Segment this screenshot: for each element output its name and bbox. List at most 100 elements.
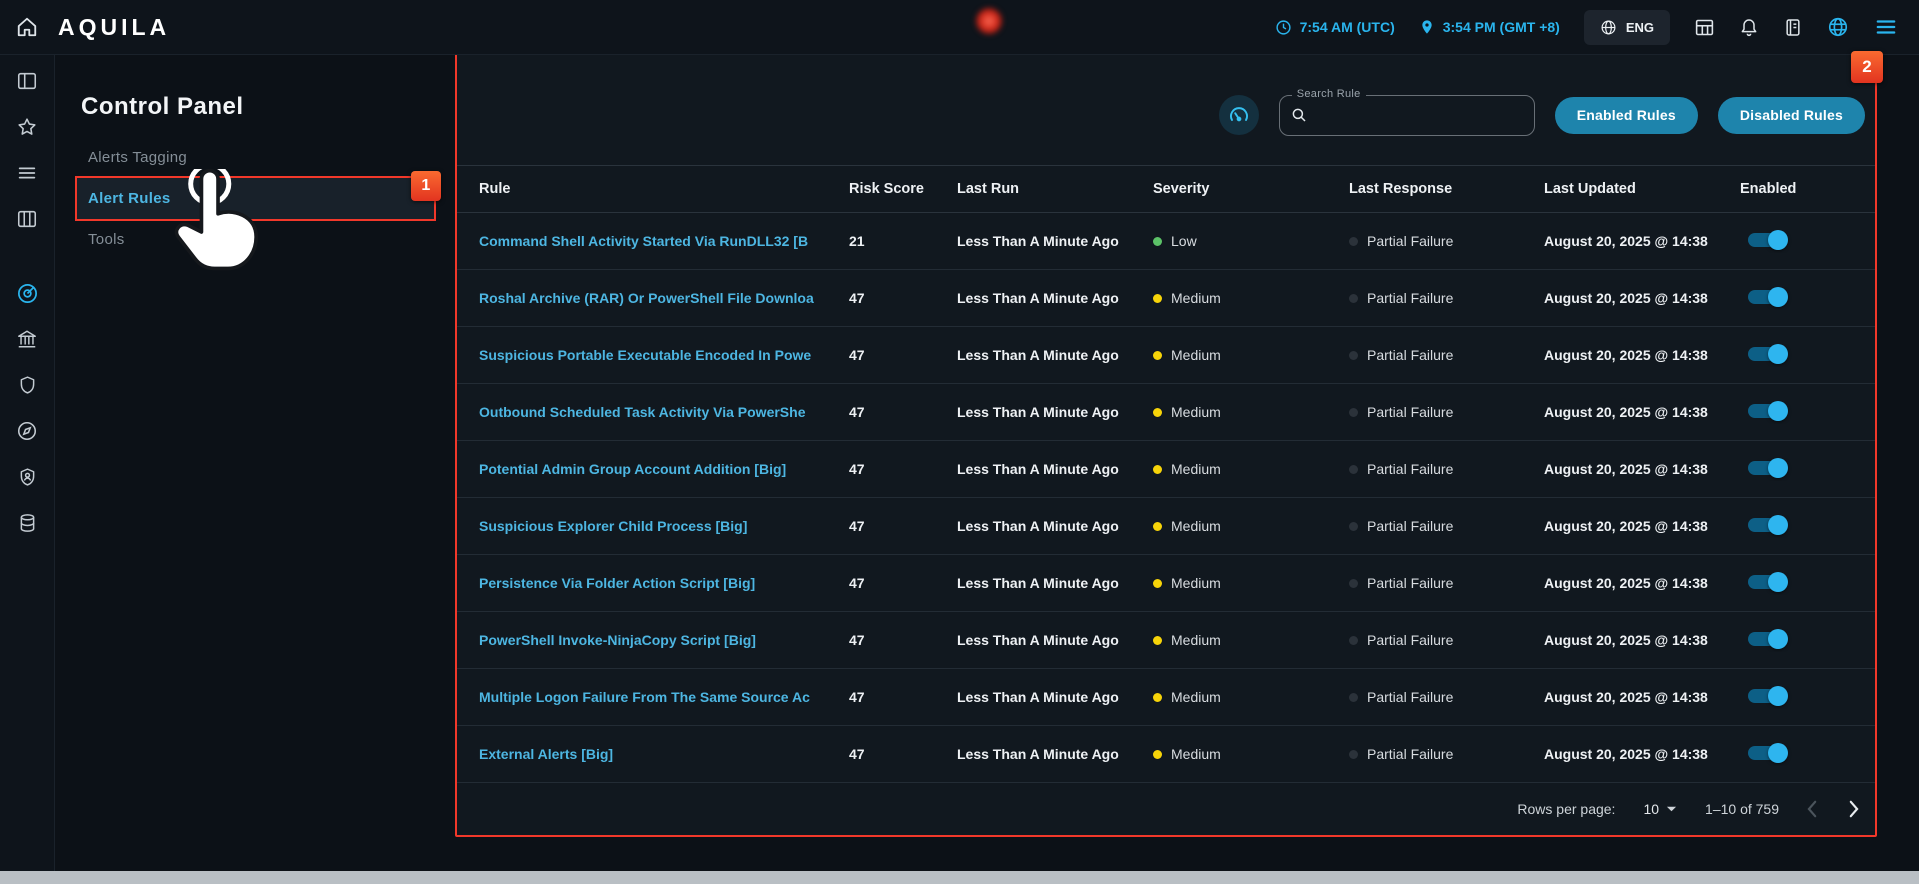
response-status-dot [1349, 693, 1358, 702]
response-status-dot [1349, 465, 1358, 474]
rule-link[interactable]: Roshal Archive (RAR) Or PowerShell File … [479, 290, 814, 306]
menu-list-icon[interactable] [13, 159, 41, 187]
last-run-cell: Less Than A Minute Ago [957, 746, 1153, 762]
language-selector[interactable]: ENG [1584, 10, 1670, 45]
utc-time: 7:54 AM (UTC) [1275, 19, 1395, 36]
risk-score-cell: 47 [849, 290, 957, 306]
column-header: Last Updated [1544, 181, 1740, 197]
search-rule-field[interactable]: Search Rule [1279, 95, 1535, 136]
rules-toolbar: Search Rule Enabled Rules Disabled Rules [457, 53, 1875, 165]
table-row: PowerShell Invoke-NinjaCopy Script [Big]… [457, 612, 1875, 669]
response-status-dot [1349, 237, 1358, 246]
enabled-toggle[interactable] [1748, 686, 1786, 706]
search-rule-input[interactable] [1316, 107, 1524, 123]
rows-per-page-select[interactable]: 10 [1643, 801, 1677, 817]
pagination-range: 1–10 of 759 [1705, 801, 1779, 817]
enabled-cell [1740, 743, 1875, 766]
globe-icon [1600, 19, 1617, 36]
enabled-toggle[interactable] [1748, 230, 1786, 250]
last-run-cell: Less Than A Minute Ago [957, 575, 1153, 591]
sidebar-item-alerts-tagging[interactable]: Alerts Tagging [77, 137, 434, 178]
user-shield-icon[interactable] [13, 463, 41, 491]
last-run-cell: Less Than A Minute Ago [957, 347, 1153, 363]
response-status-dot [1349, 636, 1358, 645]
menu-icon[interactable] [1873, 16, 1899, 38]
sidebar-item-tools[interactable]: Tools [77, 219, 434, 260]
table-row: Roshal Archive (RAR) Or PowerShell File … [457, 270, 1875, 327]
compass-icon[interactable] [13, 417, 41, 445]
enabled-toggle[interactable] [1748, 458, 1786, 478]
severity-cell: Medium [1153, 632, 1349, 648]
rule-link[interactable]: Persistence Via Folder Action Script [Bi… [479, 575, 755, 591]
grid-table-icon[interactable] [1694, 17, 1715, 38]
severity-cell: Medium [1153, 347, 1349, 363]
radar-icon[interactable] [13, 279, 41, 307]
disabled-rules-button[interactable]: Disabled Rules [1718, 97, 1865, 134]
shield-icon[interactable] [13, 371, 41, 399]
enabled-cell [1740, 344, 1875, 367]
columns-icon[interactable] [13, 205, 41, 233]
journal-icon[interactable] [1783, 17, 1803, 38]
home-icon[interactable] [16, 16, 38, 38]
bell-icon[interactable] [1739, 17, 1759, 38]
local-time: 3:54 PM (GMT +8) [1419, 18, 1560, 36]
sidebar-item-alert-rules[interactable]: Alert Rules 1 [77, 178, 434, 219]
next-page-button[interactable] [1848, 800, 1859, 818]
last-updated-cell: August 20, 2025 @ 14:38 [1544, 632, 1740, 648]
layout-panel-icon[interactable] [13, 67, 41, 95]
last-run-cell: Less Than A Minute Ago [957, 689, 1153, 705]
risk-score-cell: 47 [849, 404, 957, 420]
risk-score-cell: 47 [849, 461, 957, 477]
last-run-cell: Less Than A Minute Ago [957, 233, 1153, 249]
rule-link[interactable]: Suspicious Portable Executable Encoded I… [479, 347, 811, 363]
database-icon[interactable] [13, 509, 41, 537]
severity-dot [1153, 294, 1162, 303]
enabled-toggle[interactable] [1748, 629, 1786, 649]
enabled-toggle[interactable] [1748, 572, 1786, 592]
clock-icon [1275, 19, 1292, 36]
gauge-icon[interactable] [1219, 95, 1259, 135]
column-header: Last Run [957, 181, 1153, 197]
rule-link[interactable]: Outbound Scheduled Task Activity Via Pow… [479, 404, 805, 420]
severity-dot [1153, 465, 1162, 474]
rule-link[interactable]: Potential Admin Group Account Addition [… [479, 461, 786, 477]
bottom-edge-strip [0, 871, 1919, 884]
enabled-toggle[interactable] [1748, 401, 1786, 421]
rule-cell: Command Shell Activity Started Via RunDL… [457, 233, 849, 249]
last-response-cell: Partial Failure [1349, 689, 1544, 705]
severity-cell: Medium [1153, 404, 1349, 420]
rule-link[interactable]: Suspicious Explorer Child Process [Big] [479, 518, 747, 534]
response-status-dot [1349, 351, 1358, 360]
last-response-cell: Partial Failure [1349, 347, 1544, 363]
location-pin-icon [1419, 18, 1435, 36]
icon-rail [0, 55, 55, 884]
rule-link[interactable]: Multiple Logon Failure From The Same Sou… [479, 689, 810, 705]
severity-dot [1153, 579, 1162, 588]
chevron-left-icon [1807, 800, 1818, 818]
last-updated-cell: August 20, 2025 @ 14:38 [1544, 461, 1740, 477]
enabled-rules-button[interactable]: Enabled Rules [1555, 97, 1698, 134]
enabled-toggle[interactable] [1748, 515, 1786, 535]
response-status-dot [1349, 750, 1358, 759]
risk-score-cell: 21 [849, 233, 957, 249]
star-icon[interactable] [13, 113, 41, 141]
enabled-cell [1740, 401, 1875, 424]
response-status-dot [1349, 579, 1358, 588]
rule-link[interactable]: External Alerts [Big] [479, 746, 613, 762]
enabled-toggle[interactable] [1748, 344, 1786, 364]
rule-cell: Suspicious Explorer Child Process [Big] [457, 518, 849, 534]
severity-dot [1153, 408, 1162, 417]
previous-page-button[interactable] [1807, 800, 1818, 818]
globe-network-icon[interactable] [1827, 16, 1849, 38]
last-run-cell: Less Than A Minute Ago [957, 632, 1153, 648]
bank-icon[interactable] [13, 325, 41, 353]
last-response-cell: Partial Failure [1349, 461, 1544, 477]
rule-link[interactable]: Command Shell Activity Started Via RunDL… [479, 233, 808, 249]
risk-score-cell: 47 [849, 689, 957, 705]
enabled-toggle[interactable] [1748, 287, 1786, 307]
severity-cell: Medium [1153, 689, 1349, 705]
chevron-down-icon [1666, 805, 1677, 813]
enabled-cell [1740, 515, 1875, 538]
enabled-toggle[interactable] [1748, 743, 1786, 763]
rule-link[interactable]: PowerShell Invoke-NinjaCopy Script [Big] [479, 632, 756, 648]
